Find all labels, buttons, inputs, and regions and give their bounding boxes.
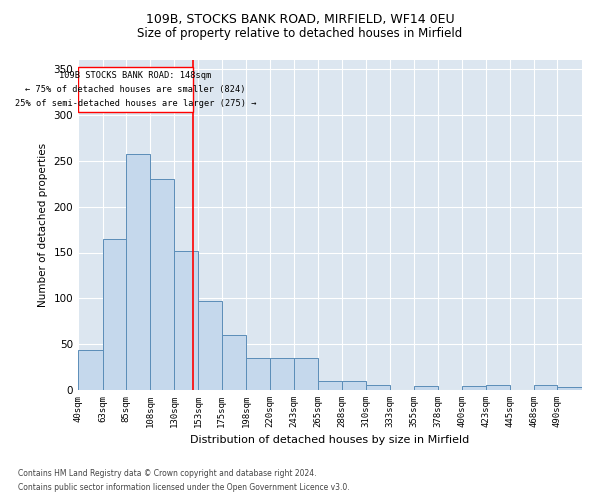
Text: Size of property relative to detached houses in Mirfield: Size of property relative to detached ho…	[137, 28, 463, 40]
Bar	[103, 239, 126, 390]
Bar	[270, 358, 295, 390]
Bar	[365, 386, 390, 390]
Bar	[486, 386, 509, 390]
Bar	[247, 358, 270, 390]
Bar	[222, 335, 247, 390]
Bar	[534, 386, 557, 390]
Text: ← 75% of detached houses are smaller (824): ← 75% of detached houses are smaller (82…	[25, 85, 246, 94]
Bar	[557, 387, 582, 390]
Bar	[199, 301, 222, 390]
Bar	[461, 386, 486, 390]
Text: 109B STOCKS BANK ROAD: 148sqm: 109B STOCKS BANK ROAD: 148sqm	[59, 71, 212, 80]
X-axis label: Distribution of detached houses by size in Mirfield: Distribution of detached houses by size …	[190, 436, 470, 446]
Text: 109B, STOCKS BANK ROAD, MIRFIELD, WF14 0EU: 109B, STOCKS BANK ROAD, MIRFIELD, WF14 0…	[146, 12, 454, 26]
Bar	[78, 350, 103, 390]
FancyBboxPatch shape	[78, 68, 193, 112]
Bar	[295, 358, 318, 390]
Bar	[126, 154, 151, 390]
Bar	[174, 250, 199, 390]
Bar	[413, 386, 438, 390]
Bar	[151, 179, 174, 390]
Bar	[342, 381, 365, 390]
Text: 25% of semi-detached houses are larger (275) →: 25% of semi-detached houses are larger (…	[15, 99, 256, 108]
Text: Contains HM Land Registry data © Crown copyright and database right 2024.: Contains HM Land Registry data © Crown c…	[18, 468, 317, 477]
Bar	[318, 381, 342, 390]
Text: Contains public sector information licensed under the Open Government Licence v3: Contains public sector information licen…	[18, 484, 350, 492]
Y-axis label: Number of detached properties: Number of detached properties	[38, 143, 48, 307]
